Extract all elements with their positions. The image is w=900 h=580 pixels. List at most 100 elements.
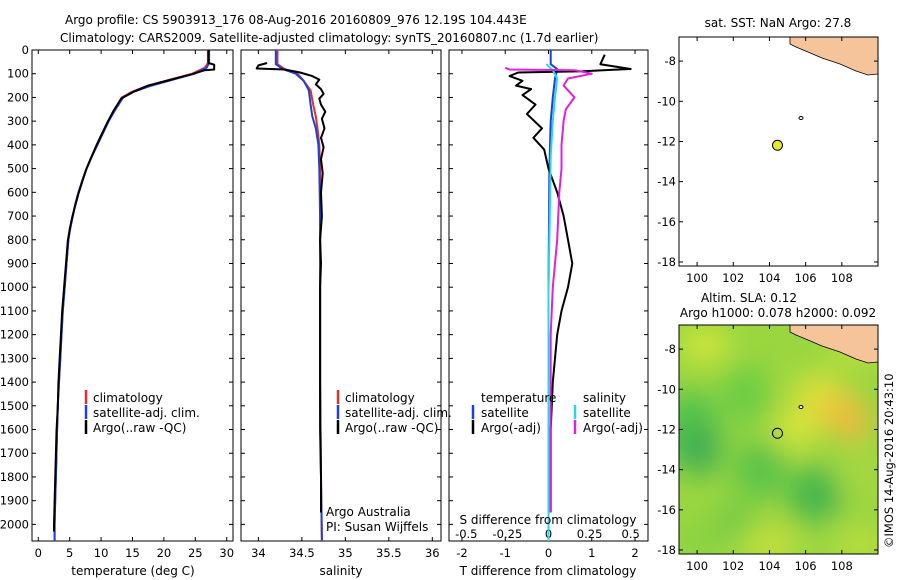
profile-line-satellite — [53, 50, 211, 541]
map-y-tick-label: -18 — [657, 543, 676, 557]
depth-tick-label: 600 — [7, 185, 29, 199]
map-x-tick-label: 108 — [831, 271, 853, 285]
x-tick-label: 35 — [338, 546, 353, 560]
salinity-depth-ticks — [241, 49, 441, 525]
depth-tick-label: 400 — [7, 138, 29, 152]
t-difference-axis-label: T difference from climatology — [459, 564, 637, 578]
profile-line-sal_argo — [504, 66, 593, 513]
x-tick-label: 15 — [125, 546, 140, 560]
s-difference-axis-ticks: -0.5 -0.25 0 0.25 0.5 — [455, 527, 640, 541]
salinity-axis-ticks: 34 34.5 35 35.5 36 — [251, 50, 440, 560]
map-x-tick-label: 106 — [795, 271, 817, 285]
depth-tick-label: 1700 — [0, 446, 29, 460]
profile-line-climatology — [53, 50, 209, 541]
profile-line-sal_sat — [545, 63, 559, 541]
difference-profiles — [504, 50, 632, 541]
x-tick-label: 20 — [157, 546, 172, 560]
sla-map-ticks: 100 102 104 106 108 -8 -10 -12 -14 -16 -18 — [657, 325, 878, 573]
sst-map-panel: sat. SST: NaN Argo: 27.8 100 102 104 106 108… — [657, 16, 879, 285]
s-diff-tick-label: 0.5 — [622, 527, 640, 541]
legend-label-s-argo: Argo(-adj) — [583, 421, 643, 435]
sst-map-ticks: 100 102 104 106 108 -8 -10 -12 -14 -16 -18 — [657, 37, 878, 285]
map-y-tick-label: -10 — [657, 94, 676, 108]
temperature-legend: climatology satellite-adj. clim. Argo(..… — [84, 390, 200, 435]
depth-tick-label: 1000 — [0, 280, 29, 294]
sst-map-land — [789, 37, 878, 76]
legend-label-climatology: climatology — [345, 391, 415, 405]
depth-tick-label: 1400 — [0, 375, 29, 389]
map-y-tick-label: -12 — [657, 422, 676, 436]
map-y-tick-label: -16 — [657, 503, 676, 517]
legend-label-argo: Argo(..raw -QC) — [345, 421, 438, 435]
salinity-profiles — [255, 50, 327, 542]
pi-label: PI: Susan Wijffels — [326, 520, 428, 534]
x-tick-label: 34.5 — [289, 546, 315, 560]
temperature-panel: 0100200300400500600700800900100011001200… — [0, 43, 234, 578]
temperature-profiles — [53, 50, 216, 541]
map-x-tick-label: 108 — [831, 559, 853, 573]
map-y-tick-label: -8 — [665, 342, 676, 356]
depth-tick-label: 1800 — [0, 470, 29, 484]
profile-line-argo — [255, 62, 327, 513]
x-tick-label: 0 — [35, 546, 42, 560]
x-tick-label: 30 — [219, 546, 234, 560]
argo-location-marker — [771, 427, 783, 439]
argo-location-marker — [771, 139, 783, 151]
map-x-tick-label: 100 — [686, 559, 708, 573]
depth-tick-label: 700 — [7, 209, 29, 223]
sla-map-title: Altim. SLA: 0.12 — [701, 291, 797, 305]
legend-label-t-satellite: satellite — [481, 406, 529, 420]
map-y-tick-label: -18 — [657, 255, 676, 269]
depth-tick-label: 1200 — [0, 328, 29, 342]
depth-tick-label: 500 — [7, 162, 29, 176]
x-tick-label: 0 — [545, 546, 552, 560]
x-tick-label: 10 — [94, 546, 109, 560]
sla-map-subtitle: Argo h1000: 0.078 h2000: 0.092 — [680, 306, 876, 320]
profile-line-satellite — [274, 50, 323, 542]
x-tick-label: 5 — [66, 546, 73, 560]
difference-depth-ticks — [449, 49, 648, 525]
sst-map-title: sat. SST: NaN Argo: 27.8 — [705, 16, 852, 30]
depth-tick-label: 0 — [22, 43, 29, 57]
depth-tick-label: 1300 — [0, 351, 29, 365]
x-tick-label: -1 — [500, 546, 511, 560]
legend-label-satellite: satellite-adj. clim. — [345, 406, 452, 420]
t-difference-axis-ticks: -2 -1 0 1 2 — [456, 50, 639, 560]
sla-map-island — [798, 405, 804, 409]
x-tick-label: 25 — [188, 546, 203, 560]
legend-label-satellite: satellite-adj. clim. — [93, 406, 200, 420]
map-y-tick-label: -14 — [657, 463, 676, 477]
header-line-1: Argo profile: CS 5903913_176 08-Aug-2016… — [65, 13, 527, 27]
depth-tick-label: 800 — [7, 233, 29, 247]
depth-tick-label: 300 — [7, 114, 29, 128]
sst-map-island — [798, 116, 804, 120]
copyright-credit: ©IMOS 14-Aug-2016 20:43:10 — [882, 373, 896, 548]
salinity-legend: climatology satellite-adj. clim. Argo(..… — [336, 390, 452, 435]
map-x-tick-label: 104 — [758, 271, 780, 285]
temperature-axis-ticks: 0 5 10 15 20 25 30 — [35, 50, 234, 560]
map-y-tick-label: -14 — [657, 175, 676, 189]
legend-label-t-argo: Argo(-adj) — [481, 421, 541, 435]
sst-map-background — [679, 37, 878, 266]
depth-tick-label: 1500 — [0, 399, 29, 413]
sla-map-panel: Altim. SLA: 0.12 Argo h1000: 0.078 h2000… — [657, 291, 879, 573]
legend-header-temperature: temperature — [481, 391, 556, 405]
sla-map-frame — [678, 324, 879, 555]
argo-australia-label: Argo Australia — [326, 505, 411, 519]
depth-tick-label: 100 — [7, 67, 29, 81]
legend-label-s-satellite: satellite — [583, 406, 631, 420]
x-tick-label: 36 — [425, 546, 440, 560]
depth-tick-label: 200 — [7, 90, 29, 104]
depth-tick-label: 1600 — [0, 423, 29, 437]
salinity-axis-label: salinity — [319, 564, 362, 578]
s-diff-tick-label: -0.25 — [493, 527, 523, 541]
salinity-panel: 34 34.5 35 35.5 36 climatology satellite-adj… — [240, 49, 452, 578]
x-tick-label: -2 — [456, 546, 467, 560]
s-diff-tick-label: -0.5 — [455, 527, 477, 541]
legend-label-climatology: climatology — [93, 391, 163, 405]
map-x-tick-label: 104 — [758, 559, 780, 573]
temperature-plot-frame — [31, 49, 234, 542]
temperature-axis-label: temperature (deg C) — [71, 564, 194, 578]
map-x-tick-label: 102 — [722, 559, 744, 573]
